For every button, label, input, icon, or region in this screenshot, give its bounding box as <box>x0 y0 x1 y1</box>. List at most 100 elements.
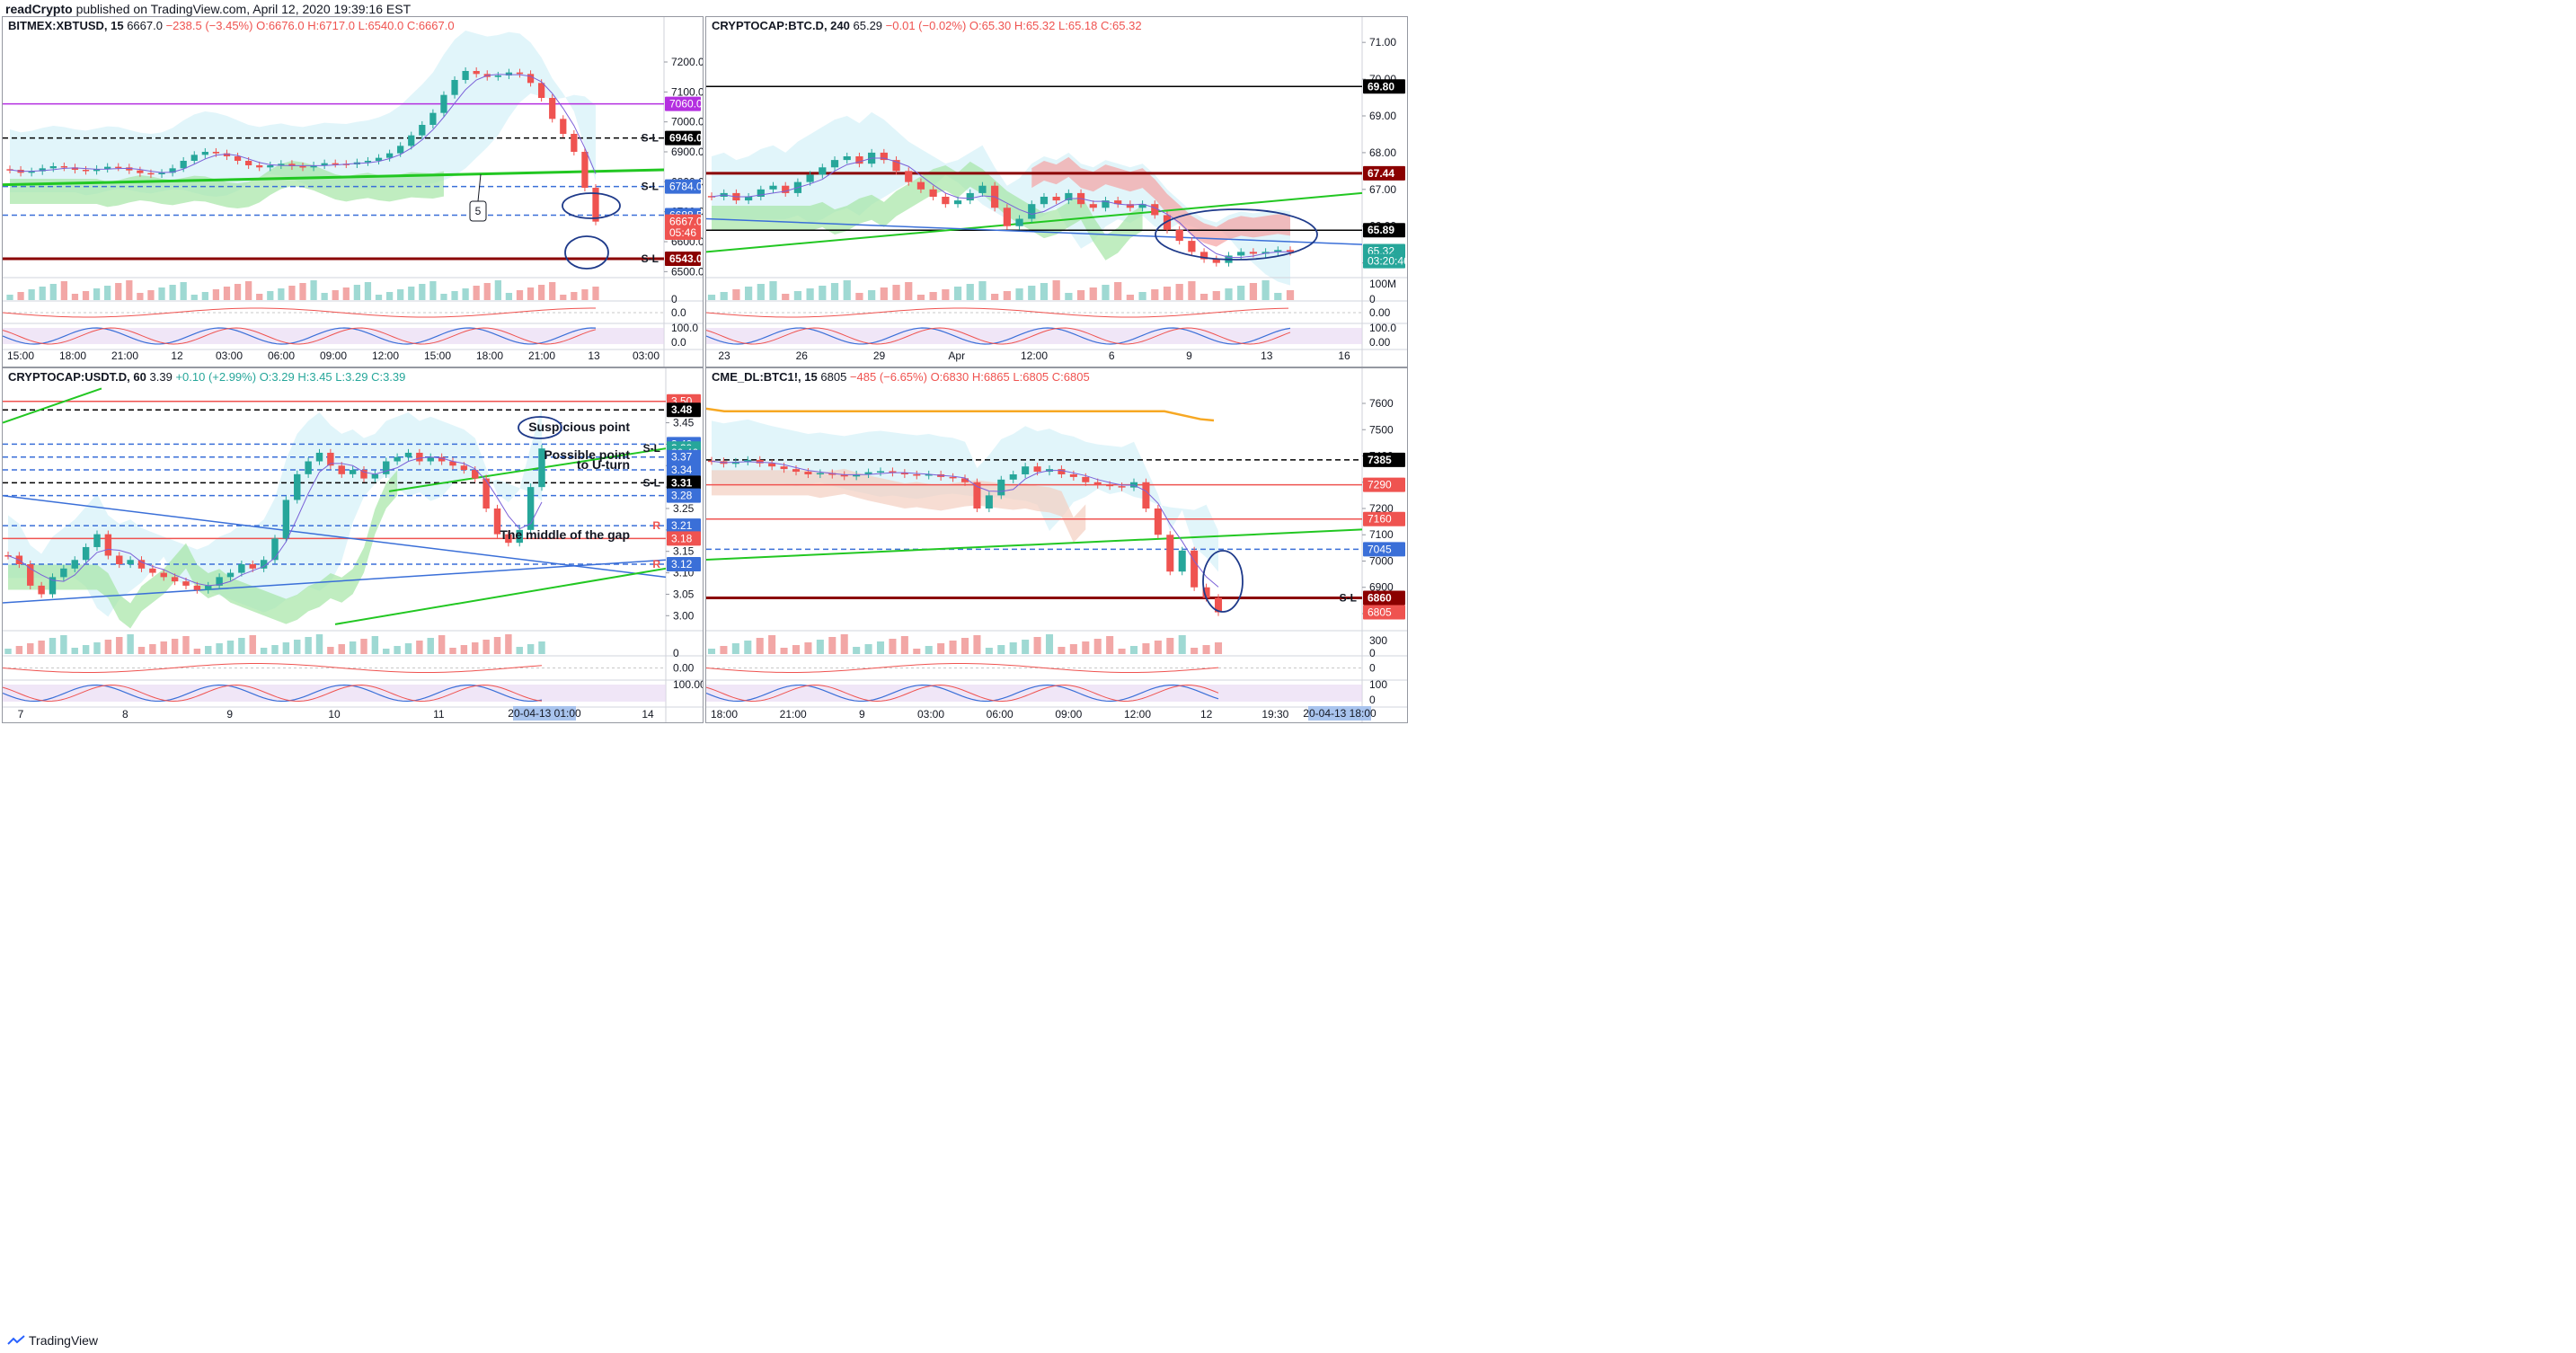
volume-bar <box>538 641 545 654</box>
highlight-circle <box>518 416 562 439</box>
chart-pane-xbtusd[interactable]: BITMEX:XBTUSD, 15 6667.0 −238.5 (−3.45%)… <box>2 16 704 367</box>
volume-bar <box>840 634 848 654</box>
brand-name: TradingView <box>29 1333 99 1348</box>
level-tag: S-L <box>1340 591 1357 604</box>
volume-bar <box>978 281 987 300</box>
level-tag: S-L <box>642 181 659 193</box>
candle-body <box>892 160 900 172</box>
candle-body <box>1199 252 1208 260</box>
highlight-circle <box>1155 208 1318 261</box>
volume-bar <box>216 643 223 654</box>
highlight-circle <box>562 192 621 219</box>
y-tick-label: 69.00 <box>1369 110 1396 122</box>
candle-body <box>278 164 285 165</box>
candle-body <box>472 470 479 479</box>
candle-body <box>127 560 134 565</box>
symbol-name: CME_DL:BTC1!, 15 <box>712 370 818 384</box>
volume-bar <box>408 287 415 300</box>
volume-bar <box>1286 290 1295 300</box>
candle-body <box>757 189 765 197</box>
volume-bar <box>1028 286 1036 300</box>
y-tick-label: 3.45 <box>673 417 695 429</box>
candle-body <box>527 487 535 530</box>
chart-pane-cme-btc[interactable]: CME_DL:BTC1!, 15 6805 −485 (−6.65%) O:68… <box>705 367 1408 723</box>
volume-bar <box>473 286 480 300</box>
candle-body <box>581 152 589 188</box>
candle-body <box>223 153 231 156</box>
candle-body <box>267 165 274 168</box>
chart-pane-btc-dominance[interactable]: CRYPTOCAP:BTC.D, 240 65.29 −0.01 (−0.02%… <box>705 16 1408 367</box>
candle-body <box>438 456 446 462</box>
volume-bar <box>991 294 999 300</box>
ichimoku-cloud-green <box>10 161 444 208</box>
candle-body <box>462 71 469 80</box>
volume-bar <box>315 634 323 654</box>
chart-pane-usdt-dominance[interactable]: CRYPTOCAP:USDT.D, 60 3.39 +0.10 (+2.99%)… <box>2 367 704 723</box>
volume-bar <box>256 294 263 300</box>
chart-canvas[interactable]: 3.453.403.353.303.253.203.153.103.053.00… <box>3 368 703 722</box>
volume-bar <box>364 282 372 300</box>
price-badge <box>667 488 701 503</box>
candle-body <box>27 564 34 586</box>
volume-bar <box>1126 295 1134 300</box>
price-badge <box>665 226 701 240</box>
y-tick-label: 6900.0 <box>671 146 703 158</box>
candle-body <box>756 459 764 464</box>
candle-body <box>205 585 212 590</box>
ohlc-low: 65.18 <box>1067 19 1098 32</box>
volume-bar <box>937 643 945 654</box>
volume-bar <box>15 646 23 654</box>
moving-average-line <box>711 157 1290 258</box>
volume-bar <box>116 637 123 654</box>
volume-bar <box>223 287 231 300</box>
volume-bar <box>267 291 274 300</box>
price-badge <box>667 475 701 491</box>
candle-body <box>169 168 176 173</box>
volume-bar <box>1225 288 1233 300</box>
footer-brand[interactable]: TradingView <box>7 1333 98 1348</box>
candle-body <box>408 135 415 146</box>
stoch-band <box>3 685 666 702</box>
price-badge-label: 3.18 <box>671 532 693 544</box>
y-tick-label: 3.05 <box>673 588 695 600</box>
volume-bar <box>49 638 57 654</box>
stoch-axis-label: 0 <box>1369 694 1376 706</box>
volume-bar <box>180 282 187 300</box>
stoch-axis-label: 100 <box>1369 678 1387 691</box>
volume-bar <box>516 290 524 300</box>
candle-body <box>332 163 339 165</box>
x-tick-label: 09:00 <box>320 349 347 362</box>
candle-body <box>394 456 401 462</box>
volume-bar <box>462 288 469 300</box>
volume-bar <box>494 280 501 300</box>
volume-bar <box>1199 294 1208 300</box>
price-change: +0.10 (+2.99%) <box>175 370 257 384</box>
ohlc-high: 65.32 <box>1025 19 1056 32</box>
price-badge <box>667 402 701 418</box>
volume-bar <box>1033 637 1041 654</box>
volume-bar <box>744 641 752 654</box>
volume-bar <box>451 291 458 300</box>
volume-bar <box>321 293 328 300</box>
volume-bar <box>349 641 357 654</box>
stoch-axis-label: 100.0 <box>671 322 698 334</box>
ohlc-close: 3.39 <box>383 370 406 384</box>
x-tick-label: 06:00 <box>268 349 295 362</box>
candle-body <box>768 463 776 467</box>
chart-canvas[interactable]: 7200.07100.07000.06900.06800.06700.06600… <box>3 17 703 367</box>
candle-body <box>93 534 101 547</box>
chart-canvas[interactable]: 7600750074007300720071007000690068003000… <box>706 368 1407 722</box>
volume-bar <box>1058 647 1066 654</box>
volume-bar <box>1022 640 1030 654</box>
candle-body <box>60 166 67 168</box>
price-badge <box>667 531 701 546</box>
candle-body <box>828 473 837 475</box>
y-tick-label: 3.15 <box>673 545 695 558</box>
chart-canvas[interactable]: 71.0070.0069.0068.0067.0066.0065.00100M0… <box>706 17 1407 367</box>
volume-bar <box>299 283 306 300</box>
stoch-axis-label: 100.00 <box>673 678 703 691</box>
trendline-green <box>3 387 102 424</box>
symbol-name: CRYPTOCAP:USDT.D, 60 <box>8 370 146 384</box>
volume-bar <box>39 287 46 300</box>
volume-bar <box>49 284 57 300</box>
